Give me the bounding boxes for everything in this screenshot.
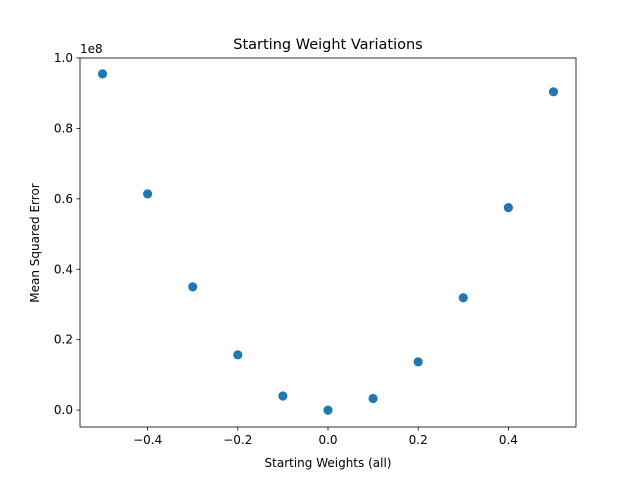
x-tick-label: 0.0 <box>318 433 337 447</box>
data-point <box>143 189 153 199</box>
y-tick-label: 0.8 <box>54 121 73 135</box>
data-point <box>503 203 513 213</box>
y-axis-ticks: 0.0 0.2 0.4 0.6 0.8 1.0 <box>54 51 80 417</box>
data-point <box>548 87 559 97</box>
data-point <box>458 293 468 303</box>
data-point <box>188 282 198 292</box>
x-tick-label: −0.4 <box>133 433 162 447</box>
y-tick-label: 0.4 <box>54 262 73 276</box>
y-tick-label: 0.2 <box>54 333 73 347</box>
x-tick-label: 0.4 <box>499 433 518 447</box>
x-axis-ticks: −0.4 −0.2 0.0 0.2 0.4 <box>133 427 518 447</box>
y-tick-label: 0.0 <box>54 403 73 417</box>
data-point <box>368 393 378 404</box>
data-point <box>413 357 423 367</box>
data-points <box>97 69 559 415</box>
data-point <box>278 391 288 401</box>
x-axis-label: Starting Weights (all) <box>265 456 392 470</box>
plot-area: −0.4 −0.2 0.0 0.2 0.4 0.0 0.2 0.4 0.6 0.8 1.0 <box>54 51 577 447</box>
chart-title: Starting Weight Variations <box>233 37 422 53</box>
data-point <box>233 350 243 360</box>
y-tick-label: 1.0 <box>54 51 73 65</box>
y-tick-label: 0.6 <box>54 192 73 206</box>
y-axis-label: Mean Squared Error <box>28 183 42 303</box>
data-point <box>323 405 333 415</box>
data-point <box>97 69 108 79</box>
x-tick-label: −0.2 <box>223 433 252 447</box>
y-axis-offset-label: 1e8 <box>80 42 103 56</box>
plot-frame <box>79 57 577 428</box>
x-tick-label: 0.2 <box>409 433 428 447</box>
